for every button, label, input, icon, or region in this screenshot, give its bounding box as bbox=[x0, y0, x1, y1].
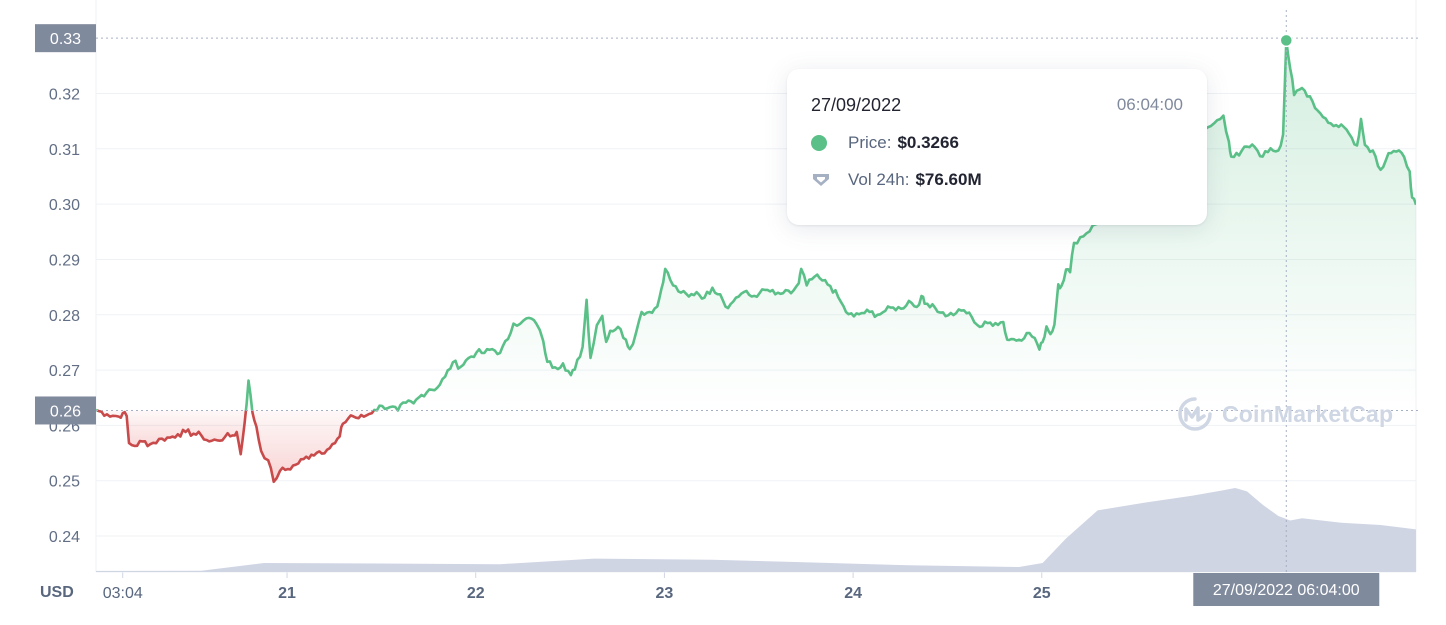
open-price-badge bbox=[35, 396, 96, 425]
price-line-up bbox=[372, 39, 1416, 412]
hover-tooltip: 27/09/2022 06:04:00 Price: $0.3266 Vol 2… bbox=[787, 69, 1207, 225]
volume-area bbox=[96, 488, 1416, 572]
open-price-badge-text: 0.26 bbox=[50, 403, 81, 420]
tooltip-time: 06:04:00 bbox=[1116, 95, 1183, 114]
x-tick-label: 25 bbox=[1033, 585, 1051, 602]
price-line-down bbox=[96, 409, 248, 456]
price-dot-icon bbox=[811, 135, 827, 151]
price-line-up bbox=[244, 379, 254, 411]
y-tick-label: 0.28 bbox=[49, 308, 80, 325]
y-tick-label: 0.24 bbox=[49, 529, 80, 546]
price-area-down bbox=[97, 410, 246, 455]
tooltip-volume-label: Vol 24h: bbox=[848, 170, 910, 189]
coinmarketcap-logo-icon bbox=[1178, 397, 1212, 431]
watermark-text: CoinMarketCap bbox=[1222, 400, 1394, 427]
tooltip-price-value: $0.3266 bbox=[897, 133, 959, 152]
tooltip-volume-row: Vol 24h: $76.60M bbox=[811, 170, 1183, 190]
x-tick-label: 03:04 bbox=[103, 585, 143, 602]
y-tick-label: 0.31 bbox=[49, 142, 80, 159]
y-tick-label: 0.32 bbox=[49, 86, 80, 103]
coinmarketcap-watermark: CoinMarketCap bbox=[1176, 396, 1393, 432]
tooltip-price-row: Price: $0.3266 bbox=[811, 133, 1183, 153]
x-tick-label: 21 bbox=[278, 585, 296, 602]
volume-shield-icon bbox=[813, 174, 829, 186]
high-price-badge-text: 0.33 bbox=[50, 31, 81, 48]
tooltip-price-label: Price: bbox=[848, 133, 892, 152]
hover-time-badge bbox=[1193, 573, 1380, 606]
price-area-up bbox=[373, 40, 1416, 411]
high-price-badge bbox=[35, 24, 96, 53]
hover-marker bbox=[1279, 33, 1294, 48]
y-tick-label: 0.30 bbox=[49, 197, 80, 214]
tooltip-volume-value: $76.60M bbox=[915, 170, 982, 189]
x-tick-label: 24 bbox=[844, 585, 862, 602]
price-line-down bbox=[250, 409, 375, 484]
hover-time-badge-text: 27/09/2022 06:04:00 bbox=[1213, 582, 1360, 599]
y-tick-label: 0.27 bbox=[49, 363, 80, 380]
x-tick-label: 23 bbox=[656, 585, 674, 602]
price-area-down bbox=[252, 410, 374, 482]
y-tick-label: 0.29 bbox=[49, 252, 80, 269]
currency-label: USD bbox=[40, 584, 74, 601]
y-tick-label: 0.25 bbox=[49, 474, 80, 491]
tooltip-date: 27/09/2022 bbox=[811, 95, 902, 115]
x-tick-label: 22 bbox=[467, 585, 485, 602]
